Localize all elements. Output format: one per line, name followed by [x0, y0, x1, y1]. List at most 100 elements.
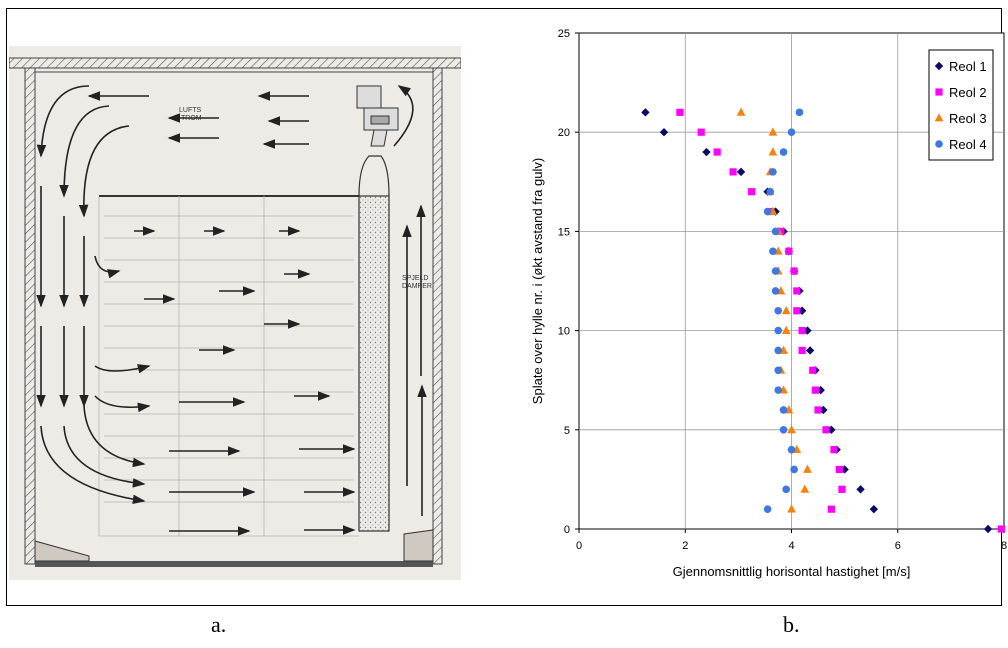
- point-reol-1: [736, 167, 746, 177]
- legend-label: Reol 4: [949, 137, 987, 152]
- x-tick-label: 0: [576, 540, 582, 552]
- damper-label-2: DAMPER: [402, 283, 432, 290]
- point-reol-2: [814, 406, 822, 414]
- y-tick-label: 20: [558, 127, 570, 139]
- point-reol-1: [805, 346, 815, 355]
- point-reol-4: [763, 505, 772, 513]
- damper-label-1: SPJELD: [402, 275, 428, 282]
- data-points: [641, 107, 1005, 534]
- point-reol-4: [766, 187, 775, 196]
- point-reol-2: [729, 168, 737, 176]
- legend-label: Reol 1: [949, 59, 987, 74]
- x-tick-label: 6: [895, 540, 901, 552]
- axis-ticks: 0 2 4 6 8 0 5 10 15 20 25: [558, 28, 1007, 552]
- series-reol-4: [763, 108, 804, 513]
- legend-marker: [935, 88, 943, 96]
- point-reol-1: [702, 147, 711, 157]
- point-reol-3: [768, 127, 778, 136]
- point-reol-2: [827, 505, 835, 513]
- point-reol-4: [779, 148, 788, 156]
- point-reol-4: [779, 406, 788, 414]
- point-reol-2: [997, 525, 1005, 533]
- point-reol-4: [774, 346, 783, 355]
- x-tick-label: 8: [1001, 540, 1007, 552]
- point-reol-2: [777, 227, 785, 235]
- caption-b: b.: [783, 612, 800, 637]
- point-reol-1: [641, 108, 650, 117]
- point-reol-2: [830, 446, 838, 454]
- lower-curve-arrows: [40, 255, 151, 505]
- left-wall: [24, 67, 36, 565]
- point-reol-4: [774, 366, 783, 375]
- point-reol-2: [835, 465, 843, 474]
- legend-marker: [934, 113, 944, 122]
- y-tick-label: 10: [558, 326, 570, 338]
- point-reol-3: [768, 147, 778, 156]
- airflow-label-2: TROM: [181, 115, 202, 122]
- point-reol-4: [771, 227, 780, 236]
- y-tick-label: 25: [558, 28, 570, 40]
- floor: [35, 561, 433, 567]
- legend-label: Reol 2: [949, 85, 987, 100]
- point-reol-4: [774, 326, 783, 335]
- point-reol-4: [769, 168, 777, 176]
- rack-area: [98, 195, 359, 537]
- upflow-arrows: [393, 85, 427, 516]
- point-reol-1: [771, 207, 780, 216]
- legend-label: Reol 3: [949, 111, 987, 126]
- airflow-diagram: LUFTS TROM: [9, 46, 461, 580]
- point-reol-4: [771, 267, 780, 275]
- y-tick-label: 15: [558, 226, 570, 238]
- legend-marker: [934, 61, 944, 71]
- series-reol-2: [676, 108, 1005, 533]
- point-reol-4: [763, 207, 772, 216]
- point-reol-4: [795, 108, 804, 117]
- legend: Reol 1 Reol 2 Reol 3 Reol 4: [928, 49, 994, 161]
- point-reol-2: [811, 386, 820, 394]
- y-tick-label: 5: [564, 425, 570, 437]
- point-reol-2: [785, 247, 793, 255]
- point-reol-2: [798, 327, 806, 335]
- point-reol-2: [809, 366, 817, 374]
- fan-unit: [356, 85, 399, 147]
- velocity-chart: 0 2 4 6 8 0 5 10 15 20 25 Gjennomsnittlig horisont…: [530, 28, 1007, 579]
- y-axis-label: Splate over hylle nr. i (økt avstand fra…: [530, 158, 545, 404]
- point-reol-4: [790, 465, 798, 474]
- downflow-arrows: [36, 85, 130, 408]
- point-reol-4: [771, 287, 780, 295]
- point-reol-2: [793, 287, 801, 295]
- point-reol-3: [800, 484, 810, 493]
- point-reol-2: [822, 426, 830, 434]
- caption-a: a.: [211, 612, 227, 637]
- point-reol-2: [748, 188, 756, 196]
- perforated-column: [358, 195, 390, 532]
- point-reol-2: [676, 108, 684, 116]
- point-reol-3: [736, 107, 746, 116]
- point-reol-3: [781, 325, 791, 334]
- airflow-label-1: LUFTS: [179, 107, 202, 114]
- point-reol-1: [659, 128, 669, 137]
- return-air-arrows: [87, 91, 309, 149]
- point-reol-4: [774, 306, 783, 315]
- point-reol-4: [787, 445, 796, 454]
- point-reol-4: [782, 485, 790, 494]
- point-reol-2: [697, 128, 705, 136]
- point-reol-4: [774, 386, 783, 394]
- point-reol-1: [856, 485, 865, 494]
- x-tick-label: 2: [682, 540, 688, 552]
- point-reol-4: [769, 247, 777, 256]
- rack-flow-arrows: [134, 226, 356, 536]
- point-reol-3: [781, 305, 791, 315]
- right-wall: [432, 67, 443, 565]
- point-reol-1: [983, 524, 993, 534]
- y-tick-label: 0: [564, 524, 570, 536]
- point-reol-4: [779, 426, 788, 434]
- point-reol-2: [798, 346, 806, 355]
- x-tick-label: 4: [788, 540, 794, 552]
- point-reol-2: [838, 485, 846, 493]
- point-reol-3: [787, 425, 796, 434]
- ceiling-wall: [9, 57, 461, 69]
- point-reol-3: [787, 504, 796, 513]
- x-axis-label: Gjennomsnittlig horisontal hastighet [m/…: [673, 564, 911, 579]
- point-reol-1: [869, 504, 879, 514]
